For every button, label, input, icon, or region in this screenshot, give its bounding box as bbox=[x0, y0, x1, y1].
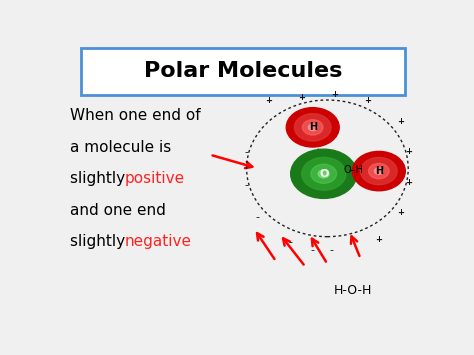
Text: -: - bbox=[255, 213, 260, 223]
Text: H-O-H: H-O-H bbox=[334, 284, 372, 297]
Text: H: H bbox=[309, 122, 317, 132]
Text: When one end of: When one end of bbox=[70, 108, 201, 123]
Text: Polar Molecules: Polar Molecules bbox=[144, 61, 342, 81]
Circle shape bbox=[352, 151, 405, 191]
Text: slightly: slightly bbox=[70, 234, 130, 249]
Text: +: + bbox=[397, 208, 404, 217]
Circle shape bbox=[294, 114, 331, 141]
Text: negative: negative bbox=[125, 234, 191, 249]
Text: +: + bbox=[405, 147, 412, 157]
Text: +: + bbox=[375, 235, 383, 244]
Text: +: + bbox=[365, 95, 371, 104]
Text: +: + bbox=[331, 90, 338, 99]
Text: -: - bbox=[245, 147, 248, 157]
Circle shape bbox=[360, 157, 397, 185]
Text: O: O bbox=[319, 169, 328, 179]
Circle shape bbox=[286, 108, 339, 147]
Text: +: + bbox=[265, 95, 272, 104]
Text: slightly: slightly bbox=[70, 171, 130, 186]
FancyBboxPatch shape bbox=[82, 48, 405, 94]
Circle shape bbox=[311, 164, 337, 184]
Circle shape bbox=[301, 157, 346, 190]
Text: O–H: O–H bbox=[343, 165, 363, 175]
Text: -: - bbox=[245, 180, 248, 190]
Text: a molecule is: a molecule is bbox=[70, 140, 172, 155]
Text: positive: positive bbox=[125, 171, 185, 186]
Circle shape bbox=[302, 120, 323, 135]
Circle shape bbox=[318, 170, 329, 178]
Text: +: + bbox=[298, 93, 305, 102]
Text: +: + bbox=[397, 118, 404, 126]
Text: H: H bbox=[375, 166, 383, 176]
Circle shape bbox=[308, 124, 317, 131]
Text: -: - bbox=[311, 245, 315, 255]
Text: -: - bbox=[329, 245, 333, 255]
Text: +: + bbox=[405, 178, 412, 186]
Circle shape bbox=[369, 163, 389, 179]
Circle shape bbox=[291, 149, 357, 198]
Text: -: - bbox=[289, 237, 292, 247]
Circle shape bbox=[374, 168, 383, 174]
Text: and one end: and one end bbox=[70, 202, 166, 218]
